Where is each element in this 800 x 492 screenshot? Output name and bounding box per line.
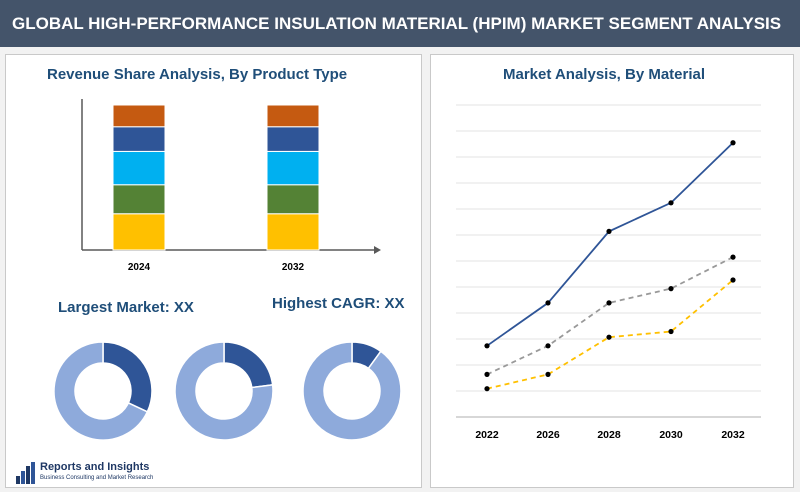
bar-2024-segment-3 xyxy=(112,150,166,186)
bar-2032-segment-4 xyxy=(266,126,320,152)
largest-market-label: Largest Market: XX xyxy=(58,299,194,316)
series-3-point-2022 xyxy=(484,386,490,392)
left-panel: Revenue Share Analysis, By Product Type … xyxy=(5,54,422,488)
x-tick-label-2032: 2032 xyxy=(282,262,305,273)
right-panel: Market Analysis, By Material 2022 2026 202… xyxy=(430,54,794,488)
series-3-point-2028 xyxy=(606,334,612,340)
bar-2024-segment-2 xyxy=(112,184,166,215)
page-title: GLOBAL HIGH-PERFORMANCE INSULATION MATER… xyxy=(0,0,800,47)
stacked-bar-chart: 2024 2032 xyxy=(81,99,381,273)
bar-2024-segment-5 xyxy=(112,104,166,128)
bar-2032-segment-1 xyxy=(266,213,320,251)
series-1-point-2030 xyxy=(668,200,674,206)
series-2-point-2030 xyxy=(668,286,674,292)
series-3-point-2026 xyxy=(545,371,551,377)
x-axis-arrow xyxy=(374,246,381,254)
x-tick-label-2024: 2024 xyxy=(128,262,151,273)
x-tick-label-2022: 2022 xyxy=(475,429,499,441)
bar-chart-title: Revenue Share Analysis, By Product Type xyxy=(47,66,348,83)
donut-2-slice-2 xyxy=(174,341,274,441)
series-2-line xyxy=(486,256,734,376)
logo-tagline: Business Consulting and Market Research xyxy=(40,475,154,481)
company-logo: Reports and Insights Business Consulting… xyxy=(16,460,166,486)
series-1-point-2028 xyxy=(606,228,612,234)
line-chart-title: Market Analysis, By Material xyxy=(503,66,706,83)
bar-2032-segment-2 xyxy=(266,184,320,215)
donut-1-slice-2 xyxy=(53,341,149,441)
bar-2032-segment-5 xyxy=(266,104,320,128)
bar-2032-segment-3 xyxy=(266,150,320,186)
line-chart: 2022 2026 2028 2030 2032 xyxy=(456,104,761,441)
highest-cagr-label: Highest CAGR: XX xyxy=(272,295,405,312)
logo-name: Reports and Insights xyxy=(40,461,150,473)
x-tick-label-2028: 2028 xyxy=(597,429,621,441)
x-tick-label-2030: 2030 xyxy=(659,429,683,441)
series-3-point-2032 xyxy=(730,277,736,283)
series-2-point-2032 xyxy=(730,254,736,260)
series-1-point-2022 xyxy=(484,343,490,349)
donut-charts xyxy=(53,341,402,441)
logo-icon xyxy=(16,462,35,484)
bar-2024-segment-4 xyxy=(112,126,166,152)
series-2-point-2022 xyxy=(484,371,490,377)
donut-3-slice-2 xyxy=(302,341,402,441)
series-2-point-2028 xyxy=(606,300,612,306)
series-1-line xyxy=(486,142,734,347)
series-1-point-2032 xyxy=(730,140,736,146)
x-tick-label-2026: 2026 xyxy=(536,429,560,441)
series-2-point-2026 xyxy=(545,343,551,349)
bar-2024-segment-1 xyxy=(112,213,166,251)
donut-2-slice-1 xyxy=(223,341,274,389)
x-tick-label-2032: 2032 xyxy=(721,429,745,441)
donut-1-slice-1 xyxy=(102,341,153,413)
series-1-point-2026 xyxy=(545,300,551,306)
series-3-line xyxy=(486,279,734,390)
series-3-point-2030 xyxy=(668,328,674,335)
